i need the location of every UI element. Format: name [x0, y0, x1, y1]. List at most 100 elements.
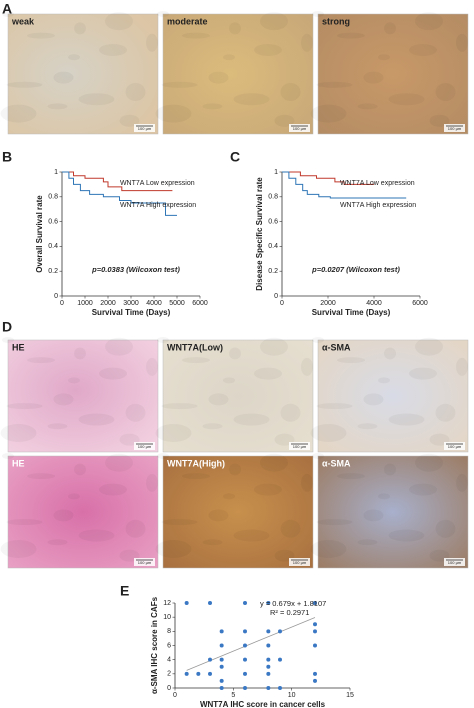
tissue-texture [363, 393, 384, 406]
survival-curve [62, 171, 173, 192]
point [219, 678, 224, 683]
x-tick-label: 6000 [192, 300, 208, 307]
tissue-texture [223, 54, 235, 61]
point [196, 671, 201, 676]
legend-label: WNT7A High expression [340, 202, 416, 209]
tissue-texture [202, 103, 223, 110]
point [219, 664, 224, 669]
tissue-texture [456, 357, 468, 376]
x-axis-label: WNT7A IHC score in cancer cells [200, 700, 326, 708]
tissue-texture [260, 337, 288, 356]
tissue-texture [27, 32, 55, 39]
y-tick-label: 1 [274, 169, 278, 176]
point [266, 686, 271, 690]
x-tick-label: 2000 [320, 300, 336, 307]
tissue-texture [357, 423, 378, 430]
point [313, 678, 317, 683]
y-tick-label: 0.4 [48, 243, 58, 250]
scale-bar-label: 100 µm [293, 126, 307, 131]
tissue-texture [429, 114, 450, 127]
point [313, 601, 317, 605]
tissue-texture [260, 12, 288, 31]
tissue-texture [363, 71, 384, 84]
tissue-texture [363, 509, 384, 522]
tissue-texture [27, 473, 55, 480]
tissue-texture [316, 81, 353, 88]
tissue-texture [280, 403, 301, 422]
x-tick-label: 0 [173, 692, 177, 699]
tissue-texture [378, 493, 390, 500]
legend-label: WNT7A Low expression [340, 180, 415, 187]
tissue-texture [182, 357, 210, 364]
tissue-texture [155, 423, 192, 442]
y-tick-label: 0.6 [48, 218, 58, 225]
y-tick-label: 0.6 [268, 218, 278, 225]
x-tick-label: 5000 [169, 300, 185, 307]
tissue-texture [223, 493, 235, 500]
y-tick-label: 0 [274, 293, 278, 300]
tissue-texture [384, 463, 396, 476]
tissue-texture [53, 71, 74, 84]
point [243, 671, 247, 676]
scale-bar-box [289, 124, 310, 132]
scale-bar-label: 100 µm [293, 444, 307, 449]
tissue-texture [74, 347, 86, 360]
tissue-texture [384, 22, 396, 35]
tissue-texture [125, 403, 146, 422]
tissue-texture [456, 33, 468, 52]
tissue-texture [182, 473, 210, 480]
tissue-texture [202, 539, 223, 546]
y-tick-label: 0 [167, 685, 171, 692]
tissue-texture [2, 453, 14, 459]
y-tick-label: 2 [167, 671, 171, 678]
tissue-texture [337, 473, 365, 480]
x-tick-label: 3000 [123, 300, 139, 307]
tissue-texture [312, 337, 324, 343]
tissue-texture [78, 529, 115, 542]
point [278, 686, 282, 690]
scale-bar-label: 100 µm [138, 126, 152, 131]
survival-curve [62, 171, 177, 216]
micrograph [7, 13, 159, 135]
tissue-texture [312, 11, 324, 17]
panel-label: E [120, 583, 129, 599]
r-squared: R² = 0.2971 [270, 608, 309, 617]
x-tick-label: 5 [231, 692, 235, 699]
panel-label: C [230, 149, 240, 165]
y-tick-label: 0.2 [268, 268, 278, 275]
y-tick-label: 0.8 [48, 194, 58, 201]
scale-bar-box [134, 124, 155, 132]
tissue-texture [47, 103, 68, 110]
scale-bar-label: 100 µm [448, 444, 462, 449]
point [266, 601, 271, 605]
point [208, 657, 212, 662]
point [266, 629, 271, 634]
x-tick-label: 4000 [146, 300, 162, 307]
tissue-texture [415, 12, 443, 31]
tissue-texture [233, 93, 270, 106]
tissue-texture [2, 337, 14, 343]
micrograph [317, 455, 469, 569]
scale-bar-box [444, 558, 465, 566]
tissue-texture [233, 529, 270, 542]
tissue-texture [146, 473, 158, 492]
tissue-texture [6, 403, 43, 410]
tissue-texture [310, 104, 347, 123]
tissue-texture [233, 413, 270, 426]
tissue-texture [254, 483, 282, 496]
annotation: p=0.0207 (Wilcoxon test) [311, 265, 400, 274]
tissue-texture [229, 463, 241, 476]
tissue-texture [280, 83, 301, 101]
tissue-texture [155, 104, 192, 123]
tissue-texture [208, 393, 229, 406]
x-tick-label: 15 [346, 692, 354, 699]
tissue-texture [74, 22, 86, 35]
scale-bar-box [444, 124, 465, 132]
tissue-texture [99, 483, 127, 496]
y-axis-label: Disease Specific Survival rate [255, 177, 264, 291]
tissue-texture [182, 32, 210, 39]
tissue-texture [229, 347, 241, 360]
image-label: α-SMA [322, 458, 351, 468]
tissue-texture [378, 377, 390, 384]
tissue-texture [435, 83, 456, 101]
